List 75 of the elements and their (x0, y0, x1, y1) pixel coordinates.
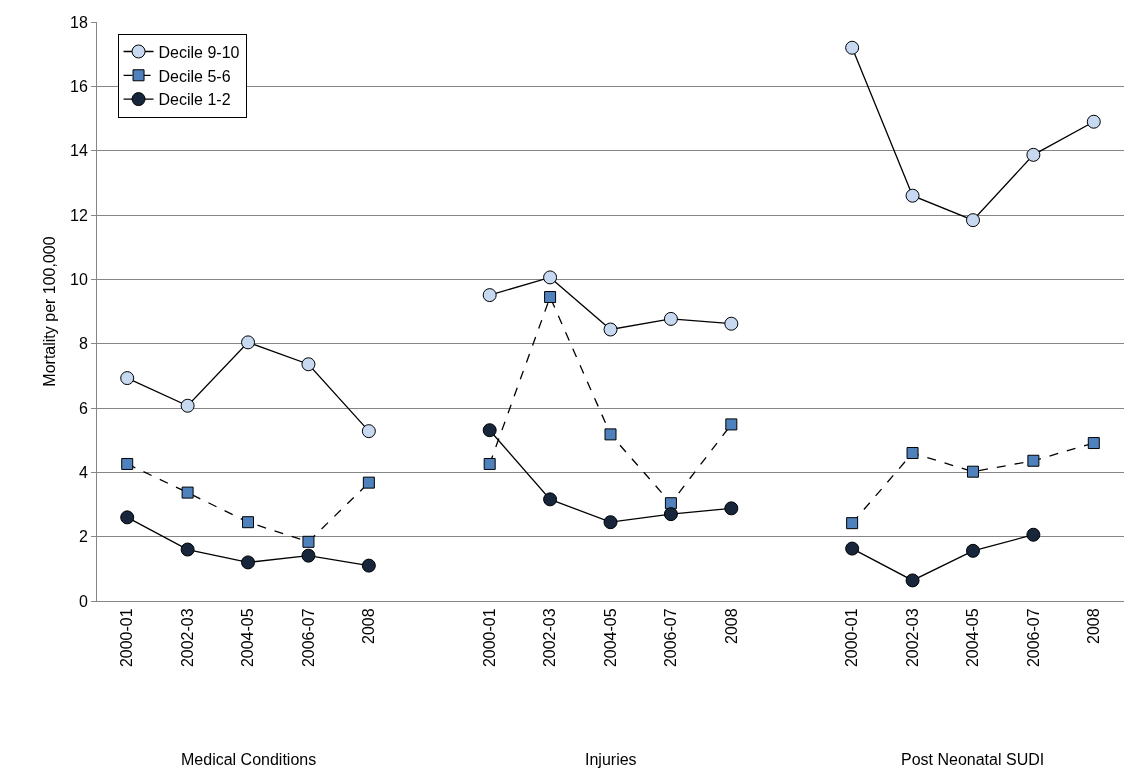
x-tick-label: 2006-07 (662, 608, 680, 668)
y-tick-label: 8 (78, 335, 88, 353)
text: Injuries (585, 751, 637, 768)
x-tick-label: 2006-07 (299, 608, 317, 668)
legend-label: Decile 1-2 (158, 91, 231, 109)
y-tick-label: 12 (70, 206, 88, 224)
point (845, 541, 860, 556)
point (724, 501, 739, 516)
point (543, 270, 558, 285)
point (1087, 437, 1100, 450)
x-tick-label: 2004-05 (601, 608, 619, 668)
y-tick-label: 14 (70, 142, 88, 160)
y-tick-label: 0 (78, 592, 88, 610)
point (1086, 114, 1101, 129)
point (965, 543, 980, 558)
point (965, 213, 980, 228)
legend-label: Decile 9-10 (158, 43, 240, 61)
point (241, 335, 256, 350)
point (603, 322, 618, 337)
point (905, 573, 920, 588)
point (966, 465, 979, 478)
y-tick-label: 10 (70, 270, 88, 288)
x-tick-label: 2000-01 (480, 608, 498, 668)
x-tick-label: 2002-03 (178, 608, 196, 668)
x-tick-label: 2002-03 (541, 608, 559, 668)
point (905, 188, 920, 203)
point (725, 418, 738, 431)
point (181, 486, 194, 499)
point (483, 457, 496, 470)
y-tick-label: 16 (70, 77, 88, 95)
x-tick-label: 2008 (360, 608, 378, 644)
x-tick-label: 2008 (1084, 608, 1102, 644)
point (1026, 147, 1041, 162)
point (242, 516, 255, 529)
point (301, 548, 316, 563)
x-tick-label: 2002-03 (903, 608, 921, 668)
x-tick-label: 2008 (722, 608, 740, 644)
point (180, 398, 195, 413)
y-tick-label: 4 (78, 463, 88, 481)
y-tick-label: 18 (70, 13, 88, 31)
text: Medical Conditions (181, 751, 317, 768)
point (663, 507, 678, 522)
point (362, 476, 375, 489)
point (603, 515, 618, 530)
point (845, 40, 860, 55)
point (604, 428, 617, 441)
y-axis-title: Mortality per 100,000 (41, 236, 58, 387)
point (1026, 527, 1041, 542)
point (724, 316, 739, 331)
point (906, 447, 919, 460)
point (361, 558, 376, 573)
legend-label: Decile 5-6 (158, 67, 231, 85)
point (121, 457, 134, 470)
point (361, 424, 376, 439)
y-tick-label: 2 (78, 528, 88, 546)
x-tick-label: 2000-01 (118, 608, 136, 668)
x-tick-label: 2006-07 (1024, 608, 1042, 668)
point (663, 311, 678, 326)
x-tick-label: 2000-01 (843, 608, 861, 668)
point (301, 357, 316, 372)
point (120, 371, 135, 386)
point (1027, 454, 1040, 467)
text: Post Neonatal SUDI (901, 751, 1045, 768)
point (302, 535, 315, 548)
y-tick-label: 6 (78, 399, 88, 417)
point (846, 517, 859, 530)
x-tick-label: 2004-05 (964, 608, 982, 668)
point (120, 510, 135, 525)
point (482, 288, 497, 303)
x-tick-label: 2004-05 (239, 608, 257, 668)
point (180, 542, 195, 557)
point (241, 555, 256, 570)
point (544, 291, 557, 304)
point (543, 492, 558, 507)
point (482, 423, 497, 438)
